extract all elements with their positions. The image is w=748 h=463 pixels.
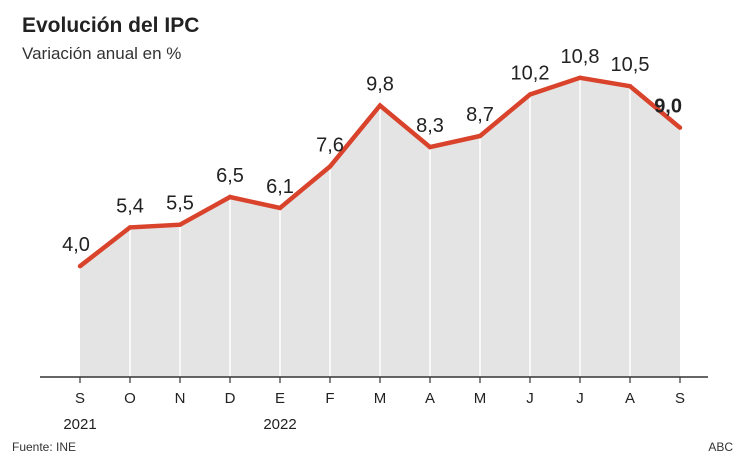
data-label: 9,0: [654, 96, 682, 118]
source-note: Fuente: INE: [12, 440, 77, 454]
x-tick-label: S: [75, 390, 85, 407]
publisher-credit: ABC: [708, 440, 733, 454]
x-tick-label: F: [325, 390, 334, 407]
data-label: 8,3: [416, 115, 444, 137]
data-label: 5,4: [116, 195, 144, 217]
x-tick-label: S: [675, 390, 685, 407]
data-label: 10,5: [611, 54, 650, 76]
data-point: [77, 264, 83, 269]
data-point: [327, 164, 333, 169]
data-point: [177, 222, 183, 227]
data-point: [527, 92, 533, 97]
x-tick-label: M: [474, 390, 487, 407]
year-label: 2022: [263, 416, 296, 433]
data-point: [377, 103, 383, 108]
data-point: [677, 125, 683, 130]
data-label: 6,1: [266, 176, 294, 198]
data-point: [477, 133, 483, 139]
chart-subtitle: Variación anual en %: [22, 44, 182, 63]
x-tick-label: O: [124, 390, 136, 407]
data-point: [227, 194, 233, 200]
data-label: 7,6: [316, 135, 344, 157]
chart-title: Evolución del IPC: [22, 14, 200, 37]
data-label: 10,2: [511, 63, 550, 85]
x-tick-label: E: [275, 390, 285, 407]
data-point: [627, 84, 633, 89]
x-tick-label: J: [576, 390, 584, 407]
data-point: [577, 75, 583, 81]
x-tick-label: A: [625, 390, 635, 407]
x-tick-label: D: [225, 390, 236, 407]
data-point: [277, 205, 283, 211]
year-label: 2021: [63, 416, 96, 433]
x-tick-label: M: [374, 390, 387, 407]
x-tick-label: J: [526, 390, 534, 407]
data-label: 8,7: [466, 104, 494, 126]
data-point: [427, 144, 433, 150]
data-label: 6,5: [216, 165, 244, 187]
data-label: 10,8: [561, 46, 600, 68]
data-label: 4,0: [62, 234, 90, 256]
x-tick-label: N: [175, 390, 186, 407]
data-label: 5,5: [166, 193, 194, 215]
data-point: [127, 225, 133, 230]
x-tick-label: A: [425, 390, 435, 407]
data-label: 9,8: [366, 74, 394, 96]
